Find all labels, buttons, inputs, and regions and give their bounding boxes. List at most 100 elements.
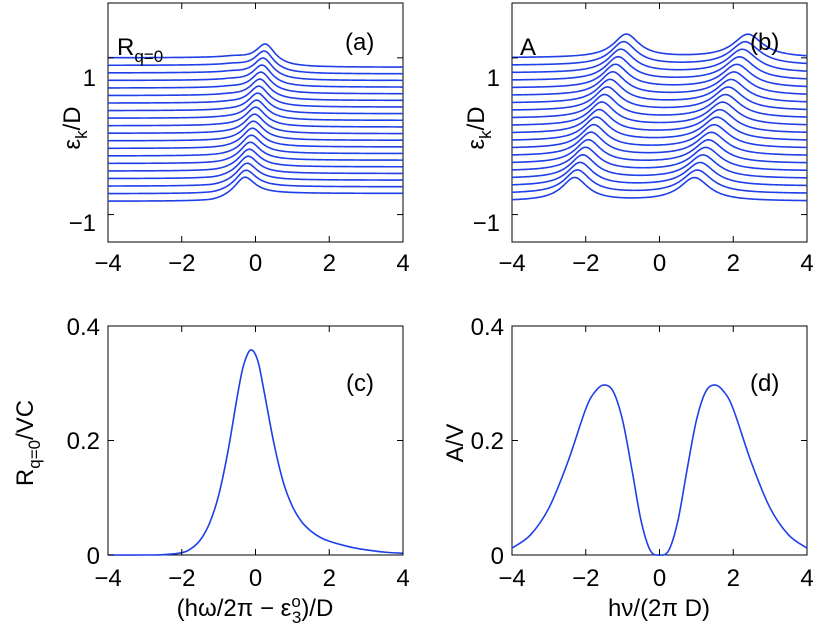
- panel-d-ytick-label: 0.4: [471, 314, 504, 341]
- panel-a-curve: [108, 92, 404, 115]
- panel-b-curve: [511, 78, 808, 104]
- panel-d: −4 −2 0 2 4 0 0.2 0.4 (d) A/V hν/(2π D): [442, 314, 814, 622]
- panel-a-xtick-label: −4: [94, 250, 121, 277]
- panel-b-series-group: [511, 33, 808, 202]
- panel-c-ylabel-main: R: [12, 469, 39, 486]
- panel-b-xtick-label: −4: [498, 250, 525, 277]
- panel-d-frame: [511, 325, 808, 556]
- panel-b: −4 −2 0 2 4 −1 1 (b) A εk/D: [463, 2, 814, 277]
- panel-a-curve: [108, 99, 403, 122]
- panel-b-xtick-label: 4: [800, 250, 813, 277]
- panel-b-curve: [511, 138, 808, 164]
- panel-b-curve: [511, 93, 808, 119]
- panel-b-ytick-label: −1: [473, 210, 500, 237]
- panel-c-xlabel-tail: )/D: [301, 595, 333, 622]
- panel-a-annotation-sub: q=0: [134, 47, 163, 66]
- panel-d-xtick-label: −4: [498, 565, 525, 592]
- panel-a-ylabel: εk/D: [59, 106, 91, 149]
- panel-a-ticks: [107, 3, 404, 242]
- panel-b-xtick-label: −2: [572, 250, 599, 277]
- panel-b-ytick-label: 1: [487, 65, 500, 92]
- panel-c-ylabel: Rq=0/VC: [12, 400, 44, 486]
- panel-a-ytick-label: 1: [83, 65, 96, 92]
- panel-c-ylabel-sub: q=0: [25, 440, 44, 469]
- panel-a-curve: [108, 113, 403, 135]
- panel-b-curve: [511, 71, 808, 96]
- panel-a-curve: [107, 57, 404, 82]
- panel-b-annotation: A: [520, 34, 536, 61]
- panel-b-label: (b): [750, 29, 779, 56]
- panel-b-curve: [511, 123, 808, 149]
- panel-d-curve: [511, 384, 808, 556]
- panel-c-ytick-label: 0.4: [67, 314, 100, 341]
- panel-a-curve: [108, 64, 403, 88]
- panel-d-ticks: [511, 325, 808, 556]
- panel-a-curve: [108, 169, 403, 195]
- panel-c-xtick-label: −4: [94, 565, 121, 592]
- panel-a-xtick-label: −2: [168, 250, 195, 277]
- panel-c-frame: [107, 325, 404, 556]
- panel-d-ytick-label: 0: [491, 543, 504, 570]
- panel-c-xtick-label: 2: [323, 565, 336, 592]
- panel-c: −4 −2 0 2 4 0 0.2 0.4 (c) Rq=0/VC (hω/2π…: [12, 314, 410, 627]
- panel-b-ylabel-main: ε: [463, 139, 490, 150]
- panel-a-curve: [108, 78, 403, 102]
- panel-b-curve: [511, 161, 808, 187]
- panel-a-annotation: Rq=0: [117, 34, 163, 66]
- panel-d-label: (d): [750, 370, 779, 397]
- panel-d-xlabel: hν/(2π D): [608, 595, 710, 622]
- panel-b-curve: [511, 101, 808, 126]
- panel-a-curve: [107, 155, 403, 180]
- panel-b-curve: [511, 63, 808, 89]
- panel-a-curve: [107, 106, 404, 128]
- panel-b-curve: [511, 33, 808, 59]
- panel-a-xtick-label: 0: [249, 250, 262, 277]
- panel-a-curve: [108, 43, 403, 68]
- panel-b-curve: [511, 48, 808, 74]
- panel-c-xlabel-sup: o: [291, 592, 300, 611]
- panel-a-curve: [108, 162, 403, 187]
- panel-c-xlabel-sub: 3: [292, 608, 301, 627]
- panel-b-curve: [511, 55, 808, 81]
- panel-c-ytick-label: 0.2: [67, 428, 100, 455]
- panel-a-curve: [108, 71, 403, 95]
- panel-b-curve: [511, 146, 808, 172]
- panel-c-xtick-label: 0: [249, 565, 262, 592]
- panel-c-xlabel: (hω/2π − εo 3)/D: [177, 592, 334, 627]
- panel-b-curve: [511, 154, 808, 179]
- panel-a-ylabel-sub: k: [72, 130, 91, 139]
- panel-d-xtick-label: 2: [727, 565, 740, 592]
- panel-a-ytick-label: −1: [69, 210, 96, 237]
- panel-c-ylabel-tail: /VC: [12, 400, 39, 440]
- panel-a-ylabel-main: ε: [59, 139, 86, 150]
- panel-b-curve: [511, 108, 808, 134]
- panel-c-label: (c): [346, 370, 374, 397]
- panel-d-xtick-label: −2: [572, 565, 599, 592]
- panel-c-series-group: [107, 349, 404, 556]
- panel-a-curve: [108, 120, 403, 142]
- panel-c-xtick-label: 4: [396, 565, 409, 592]
- panel-b-curve: [511, 131, 808, 156]
- panel-a-curve: [107, 176, 404, 202]
- panel-b-ylabel-sub: k: [476, 130, 495, 139]
- panel-b-curve: [511, 169, 808, 194]
- panel-a-curve: [107, 127, 403, 150]
- panel-c-ytick-label: 0: [87, 543, 100, 570]
- panel-c-ticks: [107, 325, 404, 556]
- panel-a-curve: [108, 134, 403, 157]
- panel-d-xtick-label: 0: [653, 565, 666, 592]
- panel-a-ylabel-tail: /D: [59, 106, 86, 130]
- panel-b-curve: [511, 40, 808, 66]
- panel-d-series-group: [511, 384, 808, 556]
- panel-d-xtick-label: 4: [800, 565, 813, 592]
- panel-a-label: (a): [345, 29, 374, 56]
- panel-a: −4 −2 0 2 4 −1 1 (a) Rq=0 εk/D: [59, 2, 410, 277]
- panel-b-ylabel: εk/D: [463, 106, 495, 149]
- panel-d-ylabel: A/V: [442, 424, 469, 463]
- panel-a-xtick-label: 2: [323, 250, 336, 277]
- panel-c-xlabel-main: (hω/2π − ε: [177, 595, 292, 622]
- panel-c-xtick-label: −2: [168, 565, 195, 592]
- panel-a-curve: [108, 148, 403, 172]
- panel-a-annotation-main: R: [117, 34, 134, 61]
